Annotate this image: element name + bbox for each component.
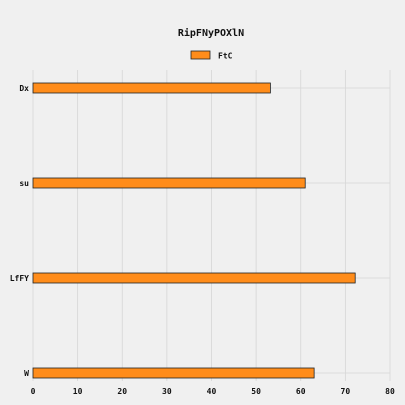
y-tick-label: LfFY [10,274,29,283]
x-tick-label: 60 [296,387,306,396]
x-tick-label: 80 [385,387,395,396]
x-axis-ticks: 0 10 20 30 40 50 60 70 80 [31,387,395,396]
y-tick-label: su [19,179,29,188]
x-tick-label: 20 [117,387,127,396]
y-axis-ticks: Dx su LfFY W [10,84,29,378]
bars [32,82,356,379]
y-tick-label: W [24,369,29,378]
bar-su [32,177,306,189]
bar-w [32,367,315,379]
x-tick-label: 50 [251,387,261,396]
chart-title: RipFNyPOXlN [178,27,244,39]
grid-lines [32,70,391,381]
legend-swatch [190,50,211,60]
bar-lffy [32,272,356,284]
legend: FtC [190,50,233,61]
bar-dx [32,82,271,94]
x-tick-label: 0 [31,387,36,396]
legend-label: FtC [218,52,233,61]
x-tick-label: 30 [162,387,172,396]
x-tick-label: 40 [207,387,217,396]
x-tick-label: 10 [73,387,83,396]
x-tick-label: 70 [341,387,351,396]
y-tick-label: Dx [19,84,29,93]
